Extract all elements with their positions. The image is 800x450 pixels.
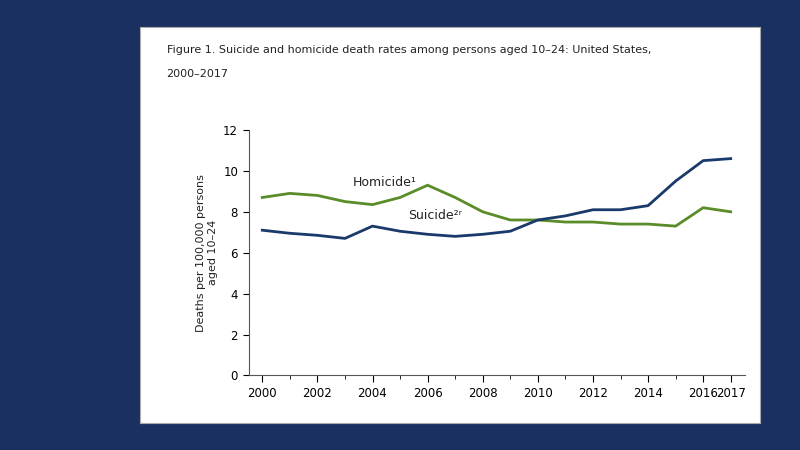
Text: Figure 1. Suicide and homicide death rates among persons aged 10–24: United Stat: Figure 1. Suicide and homicide death rat… — [166, 45, 651, 55]
Text: 2000–2017: 2000–2017 — [166, 68, 229, 79]
Y-axis label: Deaths per 100,000 persons
aged 10–24: Deaths per 100,000 persons aged 10–24 — [196, 174, 218, 332]
Text: Suicide²ʳ: Suicide²ʳ — [408, 209, 462, 222]
Text: Homicide¹: Homicide¹ — [354, 176, 417, 189]
